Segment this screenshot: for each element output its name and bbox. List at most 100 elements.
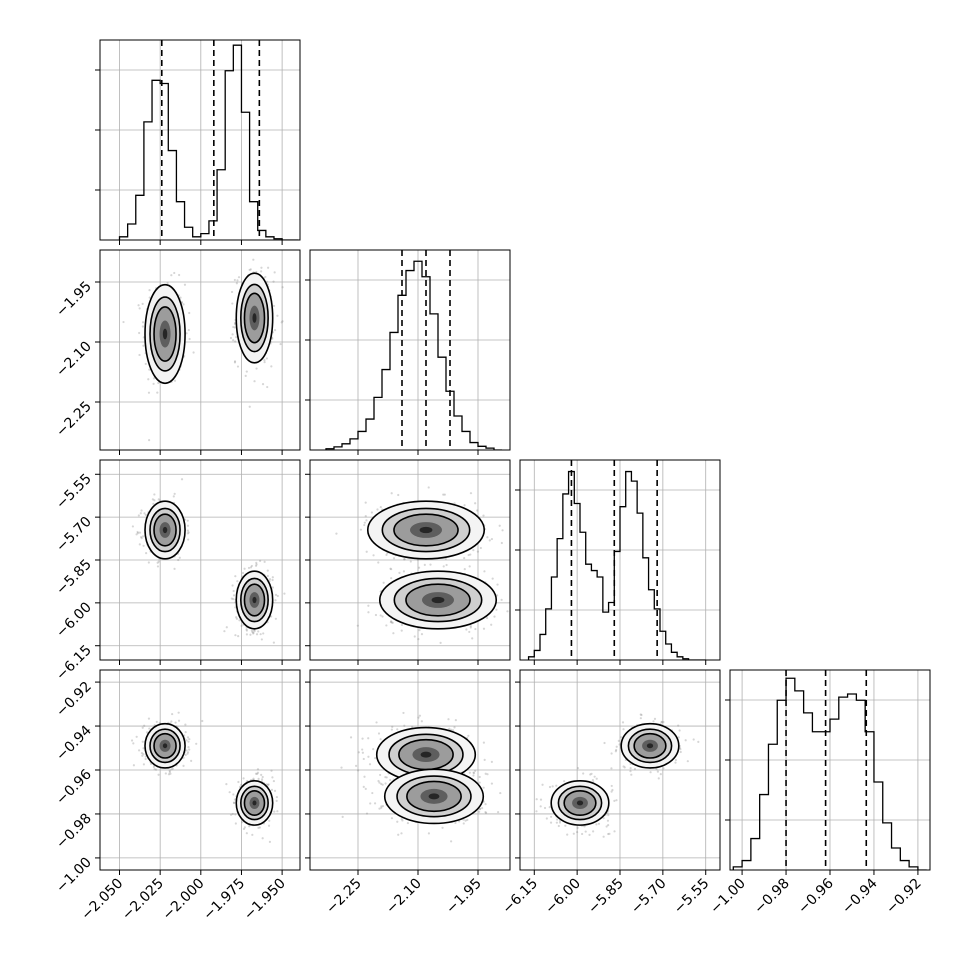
sample-point	[143, 512, 146, 515]
sample-point	[261, 383, 265, 386]
density-contour	[420, 751, 432, 758]
sample-point	[260, 773, 263, 776]
sample-point	[253, 629, 256, 632]
sample-point	[156, 561, 159, 564]
sample-point	[427, 486, 430, 489]
sample-point	[139, 512, 142, 515]
sample-point	[389, 778, 392, 782]
sample-point	[400, 818, 403, 821]
sample-point	[186, 524, 190, 527]
sample-point	[607, 814, 610, 817]
sample-point	[141, 726, 144, 729]
sample-point	[469, 625, 472, 628]
sample-point	[250, 629, 253, 632]
sample-point	[188, 311, 191, 315]
sample-point	[474, 627, 477, 631]
sample-point	[367, 611, 370, 614]
sample-point	[390, 621, 393, 624]
sample-point	[177, 558, 180, 562]
sample-point	[262, 632, 265, 635]
sample-point	[255, 367, 258, 370]
sample-point	[657, 777, 660, 780]
sample-point	[141, 325, 144, 328]
sample-point	[439, 641, 442, 644]
sample-point	[490, 760, 493, 763]
scatter-panel-3-1	[310, 670, 510, 870]
x-tick-label: −2.000	[160, 876, 208, 924]
sample-point	[263, 560, 266, 563]
sample-point	[138, 331, 141, 335]
sample-point	[606, 819, 610, 822]
sample-point	[467, 734, 470, 737]
sample-point	[245, 370, 248, 373]
sample-point	[629, 770, 632, 773]
sample-point	[185, 332, 188, 335]
sample-point	[515, 594, 517, 596]
sample-point	[237, 634, 240, 638]
sample-point	[232, 325, 235, 329]
sample-point	[140, 509, 143, 512]
sample-point	[674, 758, 678, 762]
sample-point	[491, 577, 494, 580]
sample-point	[235, 617, 239, 620]
sample-point	[263, 358, 266, 362]
sample-point	[168, 769, 171, 772]
sample-point	[152, 502, 155, 505]
sample-point	[418, 629, 421, 632]
sample-point	[391, 621, 394, 624]
sample-point	[131, 525, 134, 528]
sample-point	[266, 569, 269, 572]
sample-point	[137, 749, 141, 752]
hist-panel-2	[515, 459, 721, 661]
sample-point	[186, 752, 189, 755]
sample-point	[273, 271, 276, 274]
sample-point	[482, 741, 485, 744]
sample-point	[469, 492, 473, 495]
sample-point	[190, 759, 193, 762]
sample-point	[576, 830, 579, 834]
sample-point	[148, 289, 151, 292]
sample-point	[256, 771, 260, 774]
sample-point	[653, 717, 657, 720]
sample-point	[261, 775, 264, 779]
sample-point	[349, 736, 353, 739]
sample-point	[132, 742, 135, 745]
sample-point	[359, 528, 363, 531]
sample-point	[397, 493, 400, 497]
sample-point	[403, 558, 406, 561]
sample-point	[468, 771, 471, 774]
sample-point	[271, 776, 274, 779]
sample-point	[201, 719, 204, 723]
sample-point	[619, 736, 623, 739]
sample-point	[182, 764, 185, 767]
sample-point	[231, 812, 234, 816]
sample-point	[228, 791, 231, 794]
sample-point	[368, 763, 372, 766]
density-contour	[162, 328, 168, 340]
sample-point	[156, 565, 160, 568]
sample-point	[633, 767, 637, 771]
sample-point	[442, 565, 445, 568]
sample-point	[397, 833, 400, 836]
sample-point	[141, 754, 144, 757]
sample-point	[660, 721, 663, 724]
sample-point	[248, 268, 251, 272]
x-tick-label: −0.94	[839, 875, 881, 917]
sample-point	[602, 817, 605, 820]
sample-point	[398, 571, 401, 574]
sample-point	[164, 772, 167, 775]
sample-point	[235, 282, 238, 285]
sample-point	[498, 524, 501, 527]
sample-point	[639, 713, 642, 716]
sample-point	[361, 751, 364, 754]
sample-point	[566, 833, 569, 836]
sample-point	[377, 561, 380, 564]
histogram-1	[325, 260, 502, 450]
sample-point	[230, 290, 234, 294]
y-tick-label: −1.00	[53, 854, 95, 896]
sample-point	[153, 499, 156, 502]
sample-point	[260, 266, 263, 269]
sample-point	[281, 320, 284, 323]
y-tick-label: −1.95	[53, 279, 95, 321]
